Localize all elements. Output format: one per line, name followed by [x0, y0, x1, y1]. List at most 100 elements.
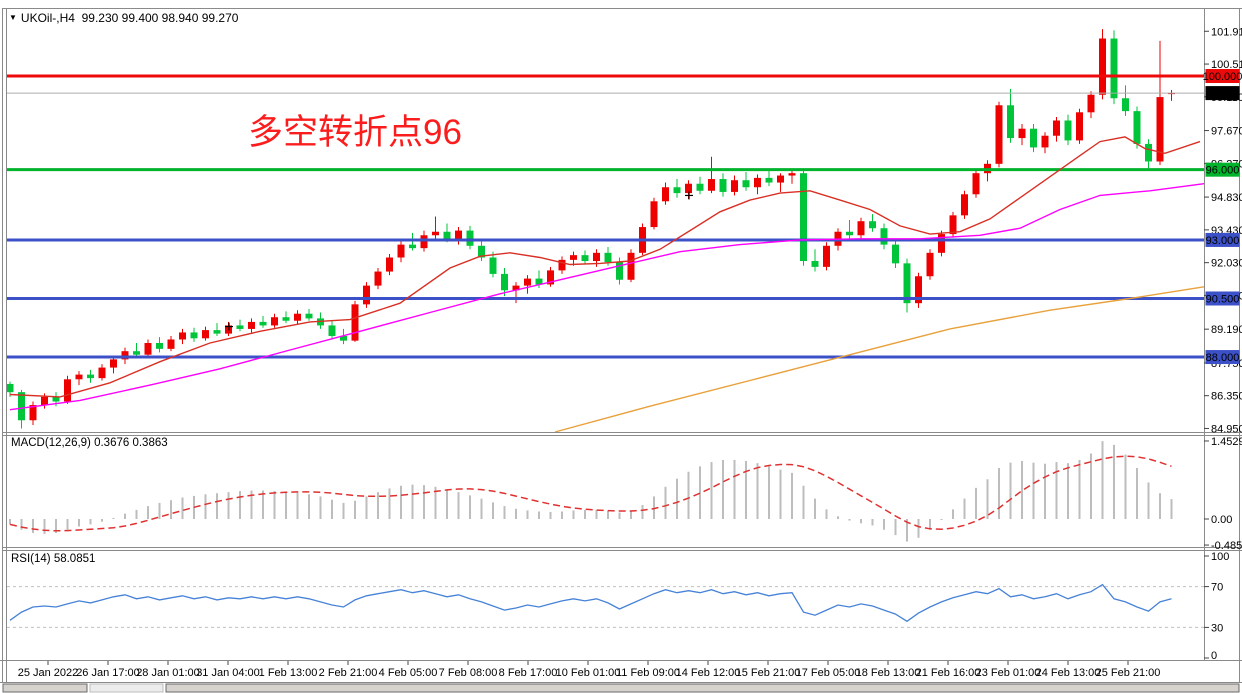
candle-body: [351, 304, 359, 341]
candle-body: [949, 215, 957, 235]
time-tick-label: 17 Feb 05:00: [796, 667, 861, 679]
candle-body: [938, 234, 945, 253]
candle-body: [18, 392, 25, 421]
macd-tick-label: 0.00: [1211, 514, 1232, 526]
time-tick-label: 11 Feb 09:00: [616, 667, 680, 679]
price-tick-label: 89.190: [1211, 324, 1242, 336]
macd-indicator-label: MACD(12,26,9) 0.3676 0.3863: [11, 437, 168, 449]
candle-body: [202, 330, 209, 339]
time-axis-hitarea[interactable]: [0, 661, 1204, 682]
candle-body: [846, 231, 853, 236]
candle-body: [489, 257, 497, 274]
time-tick-label: 2 Feb 21:00: [319, 667, 378, 679]
price-badge-label: 100.000: [1203, 71, 1242, 83]
current-price-badge-label: 99.270: [1206, 88, 1240, 100]
candle-body: [190, 332, 198, 339]
candle-body: [558, 259, 566, 271]
candle-body: [340, 335, 347, 341]
candle-body: [1041, 135, 1049, 148]
symbol-dropdown-icon[interactable]: ▼: [9, 13, 17, 22]
candle-body: [685, 183, 692, 194]
candle-body: [604, 252, 612, 263]
time-tick-label: 26 Jan 17:00: [76, 667, 140, 679]
candle-body: [29, 405, 37, 421]
time-tick-label: 14 Feb 12:00: [676, 667, 741, 679]
candle-body: [144, 342, 152, 355]
candle-body: [811, 261, 819, 267]
candle-body: [1018, 128, 1026, 139]
ohlc-values: 99.230 99.400 98.940 99.270: [81, 11, 239, 25]
candle-body: [1145, 143, 1152, 162]
ma-slow-line: [554, 286, 1205, 433]
candle-body: [972, 173, 980, 195]
candle-body: [696, 183, 704, 191]
scrollbar-thumb[interactable]: [165, 683, 1240, 693]
price-tick-label: 86.350: [1211, 391, 1242, 403]
time-tick-label: 28 Jan 01:00: [136, 667, 200, 679]
price-tick-label: 84.950: [1211, 423, 1242, 435]
price-tick-label: 94.830: [1211, 192, 1242, 204]
candle-body: [708, 179, 715, 191]
candle-body: [1133, 111, 1141, 144]
candle-body: [995, 105, 1003, 164]
candle-body: [627, 252, 635, 280]
time-tick-label: 4 Feb 05:00: [379, 667, 438, 679]
candle-body: [1030, 128, 1037, 148]
ma-fast-line: [9, 136, 1201, 398]
candle-body: [673, 187, 681, 194]
candle-body: [926, 252, 934, 277]
candle-body: [213, 330, 221, 334]
candle-body: [6, 383, 14, 393]
candle-body: [409, 244, 416, 249]
candle-body: [466, 230, 474, 246]
scrollbar-track[interactable]: [89, 683, 164, 693]
time-tick-label: 24 Feb 13:00: [1036, 667, 1101, 679]
ma-mid-line: [9, 183, 1205, 411]
candle-body: [788, 173, 796, 176]
candle-body: [869, 221, 876, 229]
rsi-tick-label: 100: [1211, 551, 1229, 563]
candle-body: [616, 262, 623, 280]
candle-body: [857, 221, 865, 236]
candle-body: [731, 180, 738, 192]
candle-body: [420, 235, 428, 249]
time-tick-label: 25 Jan 2022: [18, 667, 79, 679]
candle-body: [892, 244, 899, 264]
candle-body: [1156, 97, 1164, 162]
candle-body: [386, 257, 393, 272]
candle-body: [524, 278, 531, 286]
candle-body: [512, 285, 520, 291]
candle-body: [1064, 120, 1072, 141]
candle-body: [397, 244, 405, 258]
candle-body: [87, 374, 94, 379]
candle-body: [1099, 38, 1106, 95]
price-tick-label: 101.910: [1211, 26, 1242, 38]
rsi-tick-label: 30: [1211, 622, 1223, 634]
candle-body: [961, 194, 968, 216]
candle-body: [777, 175, 784, 183]
candle-body: [156, 342, 163, 349]
candle-body: [1053, 120, 1060, 136]
rsi-indicator-label: RSI(14) 58.0851: [11, 553, 96, 565]
price-badge-label: 88.000: [1206, 352, 1240, 364]
price-axis-hitarea[interactable]: [1205, 9, 1239, 659]
scrollbar-left-box[interactable]: [2, 683, 88, 693]
candle-body: [501, 273, 508, 291]
candle-body: [1110, 38, 1118, 99]
rsi-tick-label: 70: [1211, 582, 1223, 594]
candle-body: [271, 317, 278, 326]
candle-body: [248, 321, 255, 329]
time-tick-label: 8 Feb 17:00: [499, 667, 558, 679]
rsi-tick-label: 0: [1211, 650, 1217, 662]
candle-body: [179, 332, 186, 340]
candle-body: [328, 325, 336, 336]
candle-body: [719, 179, 727, 192]
time-tick-label: 21 Feb 16:00: [916, 667, 981, 679]
time-tick-label: 18 Feb 13:00: [856, 667, 921, 679]
price-badge-100.000: [1205, 69, 1240, 83]
chart-text-annotation[interactable]: 多空转折点96: [248, 113, 462, 152]
time-tick-label: 15 Feb 21:00: [736, 667, 801, 679]
